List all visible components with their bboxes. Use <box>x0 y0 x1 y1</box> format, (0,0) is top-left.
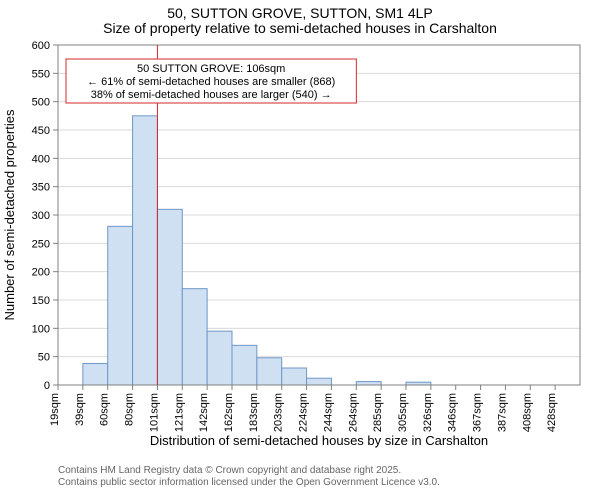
svg-text:350: 350 <box>32 181 50 193</box>
svg-text:387sqm: 387sqm <box>496 393 508 432</box>
svg-text:428sqm: 428sqm <box>546 393 558 432</box>
svg-text:500: 500 <box>32 96 50 108</box>
svg-text:600: 600 <box>32 41 50 52</box>
chart-title-line1: 50, SUTTON GROVE, SUTTON, SM1 4LP <box>0 6 600 21</box>
svg-text:326sqm: 326sqm <box>422 393 434 432</box>
svg-text:183sqm: 183sqm <box>248 393 260 432</box>
svg-text:300: 300 <box>32 210 50 222</box>
svg-text:550: 550 <box>32 68 50 80</box>
svg-text:← 61% of semi-detached houses: ← 61% of semi-detached houses are smalle… <box>87 76 335 88</box>
footer-attribution: Contains HM Land Registry data © Crown c… <box>0 461 600 489</box>
svg-text:39sqm: 39sqm <box>74 393 86 426</box>
svg-text:0: 0 <box>44 380 50 392</box>
svg-text:162sqm: 162sqm <box>223 393 235 432</box>
footer-line1: Contains HM Land Registry data © Crown c… <box>58 465 600 477</box>
svg-text:150: 150 <box>32 295 50 307</box>
chart-title-line2: Size of property relative to semi-detach… <box>0 21 600 36</box>
footer-line2: Contains public sector information licen… <box>58 477 600 489</box>
svg-text:Number of semi-detached proper: Number of semi-detached properties <box>2 109 17 320</box>
svg-text:Distribution of semi-detached: Distribution of semi-detached houses by … <box>150 433 488 448</box>
svg-text:450: 450 <box>32 125 50 137</box>
svg-text:244sqm: 244sqm <box>322 393 334 432</box>
chart-container: 0 50 100 150 200 250 300 350 400 450 500 550 600 19sq… <box>0 41 600 461</box>
svg-text:142sqm: 142sqm <box>198 393 210 432</box>
svg-text:367sqm: 367sqm <box>472 393 484 432</box>
svg-text:346sqm: 346sqm <box>447 393 459 432</box>
svg-text:101sqm: 101sqm <box>148 393 160 432</box>
histogram-chart: 0 50 100 150 200 250 300 350 400 450 500 550 600 19sq… <box>0 41 600 461</box>
svg-text:80sqm: 80sqm <box>124 393 136 426</box>
svg-text:50: 50 <box>38 351 50 363</box>
svg-text:60sqm: 60sqm <box>99 393 111 426</box>
svg-text:285sqm: 285sqm <box>372 393 384 432</box>
svg-text:305sqm: 305sqm <box>397 393 409 432</box>
svg-text:264sqm: 264sqm <box>347 393 359 432</box>
svg-text:203sqm: 203sqm <box>273 393 285 432</box>
svg-text:400: 400 <box>32 153 50 165</box>
svg-text:19sqm: 19sqm <box>49 393 61 426</box>
svg-text:200: 200 <box>32 266 50 278</box>
svg-text:224sqm: 224sqm <box>298 393 310 432</box>
svg-text:50 SUTTON GROVE: 106sqm: 50 SUTTON GROVE: 106sqm <box>137 63 285 75</box>
svg-text:408sqm: 408sqm <box>521 393 533 432</box>
svg-text:38% of semi-detached houses ar: 38% of semi-detached houses are larger (… <box>91 89 332 101</box>
svg-text:121sqm: 121sqm <box>173 393 185 432</box>
svg-text:100: 100 <box>32 323 50 335</box>
svg-text:250: 250 <box>32 238 50 250</box>
